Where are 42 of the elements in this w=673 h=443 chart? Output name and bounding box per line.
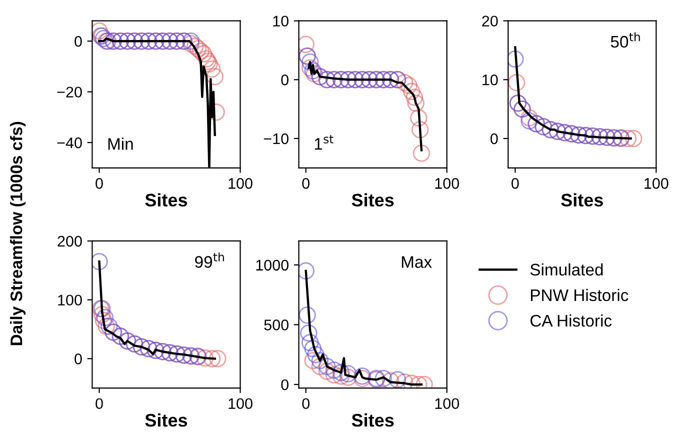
- x-tick-label: 0: [96, 178, 103, 189]
- x-tick-label: 0: [302, 178, 310, 189]
- legend-label: Simulated: [530, 263, 603, 276]
- y-tick-label: −20: [57, 86, 82, 98]
- x-tick-label: 0: [302, 398, 310, 410]
- y-tick-label: 0: [281, 74, 288, 86]
- x-axis-title: Sites: [145, 413, 188, 427]
- annotation: Min: [108, 138, 133, 150]
- y-tick-label: 20: [482, 16, 498, 27]
- x-tick-label: 100: [435, 178, 460, 189]
- y-tick-label: −40: [57, 137, 82, 148]
- x-tick-label: 100: [435, 398, 460, 410]
- y-tick-label: 500: [264, 320, 288, 330]
- annotation: Max: [402, 256, 432, 268]
- x-tick-label: 100: [228, 398, 252, 410]
- y-tick-label: 0: [490, 133, 498, 144]
- y-tick-label: 0: [281, 379, 288, 390]
- annotation: 1$^{st}$: [314, 135, 334, 150]
- x-tick-label: 0: [512, 178, 519, 189]
- annotation: 99$^{th}$: [195, 252, 224, 268]
- x-axis-title: Sites: [352, 413, 394, 427]
- x-axis-title: Sites: [145, 193, 188, 207]
- y-tick-label: 0: [74, 354, 82, 364]
- x-tick-label: 100: [228, 178, 252, 189]
- line-series: [308, 60, 423, 152]
- line-series: [514, 46, 632, 140]
- x-tick-label: 100: [644, 178, 668, 189]
- y-tick-label: −10: [264, 133, 288, 144]
- y-tick-label: 0: [74, 36, 82, 47]
- legend-label: CA Historic: [530, 314, 612, 327]
- y-tick-label: 100: [58, 294, 82, 306]
- x-tick-label: 0: [96, 398, 103, 410]
- annotation: 50$^{th}$: [610, 32, 640, 48]
- x-axis-title: Sites: [352, 193, 394, 207]
- line-series: [304, 270, 423, 386]
- y-axis-title: Daily Streamflow (1000s cfs): [10, 122, 26, 346]
- y-tick-label: 200: [58, 236, 82, 247]
- x-axis-title: Sites: [561, 193, 603, 207]
- legend-label: PNW Historic: [531, 288, 628, 302]
- y-tick-label: 1000: [256, 260, 288, 271]
- y-tick-label: 10: [482, 74, 498, 86]
- y-tick-label: 10: [273, 16, 288, 27]
